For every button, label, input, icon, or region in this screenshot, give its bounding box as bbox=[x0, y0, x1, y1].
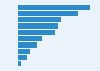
Bar bbox=[18, 36, 42, 41]
Bar bbox=[18, 5, 90, 10]
Bar bbox=[18, 23, 58, 29]
Bar bbox=[18, 42, 38, 48]
Bar bbox=[18, 61, 22, 66]
Bar bbox=[18, 11, 78, 16]
Bar bbox=[18, 17, 61, 22]
Bar bbox=[18, 49, 30, 54]
Bar bbox=[18, 55, 27, 60]
Bar bbox=[18, 30, 55, 35]
